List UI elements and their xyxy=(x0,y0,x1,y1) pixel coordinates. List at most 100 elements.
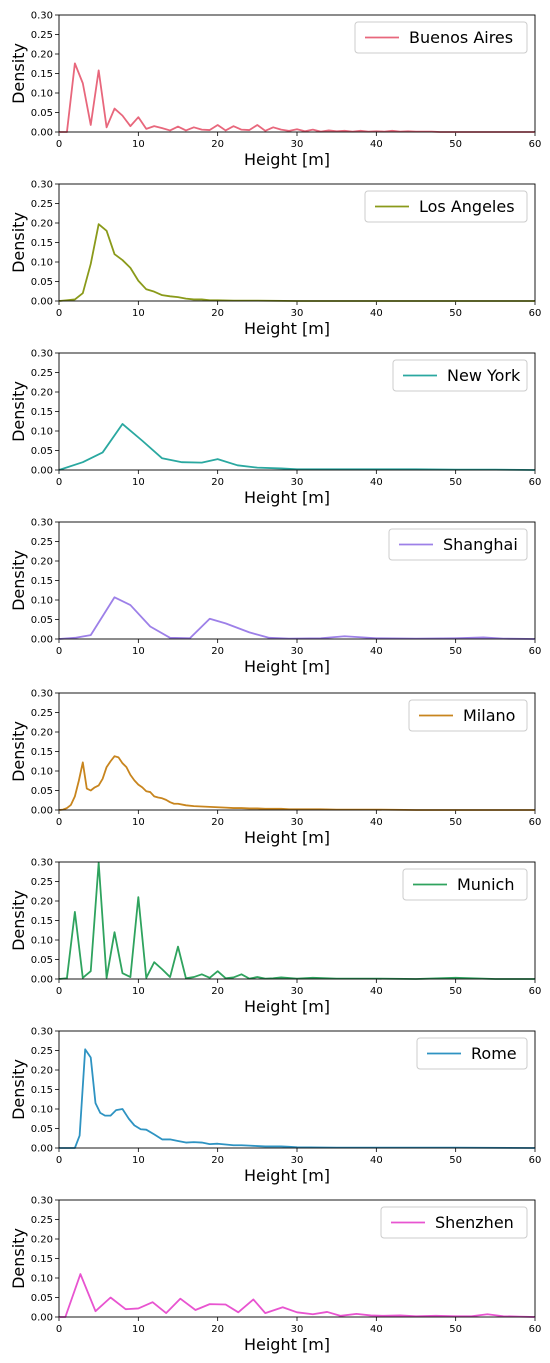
y-tick-label: 0.25 xyxy=(31,537,53,548)
legend-label: Rome xyxy=(471,1044,517,1063)
y-tick-label: 0.15 xyxy=(31,916,53,927)
y-tick-label: 0.00 xyxy=(31,128,53,139)
legend-label: Milano xyxy=(463,706,515,725)
x-tick-label: 0 xyxy=(56,1155,62,1166)
y-tick-label: 0.10 xyxy=(31,936,53,947)
x-tick-label: 20 xyxy=(211,646,224,657)
x-tick-label: 0 xyxy=(56,1324,62,1335)
plot-frame xyxy=(58,183,536,302)
y-tick-label: 0.00 xyxy=(31,466,53,477)
x-tick-label: 10 xyxy=(132,646,145,657)
x-tick-label: 0 xyxy=(56,139,62,150)
legend-label: Shenzhen xyxy=(435,1213,514,1232)
y-tick-label: 0.15 xyxy=(31,238,53,249)
x-tick-label: 50 xyxy=(449,1155,462,1166)
chart-panel: 0.00 0.05 0.10 0.15 0.20 0.25 0.30 0 10 20 30 40 50 6… xyxy=(9,518,541,677)
y-tick-label: 0.20 xyxy=(31,219,53,230)
y-tick-label: 0.25 xyxy=(31,368,53,379)
series-line xyxy=(58,423,536,471)
series-line xyxy=(58,223,535,302)
y-tick-label: 0.30 xyxy=(31,349,53,360)
y-tick-label: 0.25 xyxy=(31,877,53,888)
x-tick-label: 30 xyxy=(291,1324,304,1335)
y-tick-label: 0.15 xyxy=(31,407,53,418)
y-tick-label: 0.25 xyxy=(31,708,53,719)
y-tick-label: 0.20 xyxy=(31,50,53,61)
series-line xyxy=(58,755,535,811)
y-tick-label: 0.20 xyxy=(31,1235,53,1246)
y-tick-label: 0.15 xyxy=(31,69,53,80)
y-tick-label: 0.00 xyxy=(31,1144,53,1155)
legend: Shenzhen xyxy=(380,1206,528,1239)
x-tick-label: 0 xyxy=(56,646,62,657)
y-tick-label: 0.00 xyxy=(31,297,53,308)
y-tick-label: 0.20 xyxy=(31,388,53,399)
x-axis-label: Height [m] xyxy=(244,1166,330,1185)
y-tick-label: 0.05 xyxy=(31,1293,53,1304)
plot-frame xyxy=(58,1030,536,1149)
y-axis-label: Density xyxy=(9,43,28,104)
x-tick-label: 50 xyxy=(449,477,462,488)
legend: Los Angeles xyxy=(364,190,528,223)
y-axis-label: Density xyxy=(9,381,28,442)
x-tick-label: 60 xyxy=(529,477,542,488)
x-tick-label: 40 xyxy=(370,1324,383,1335)
chart-panel: 0.00 0.05 0.10 0.15 0.20 0.25 0.30 0 10 20 30 40 50 6… xyxy=(9,1196,541,1355)
y-tick-label: 0.15 xyxy=(31,1085,53,1096)
x-tick-label: 60 xyxy=(529,646,542,657)
y-axis-label: Density xyxy=(9,1059,28,1120)
x-tick-label: 20 xyxy=(211,986,224,997)
chart-panel: 0.00 0.05 0.10 0.15 0.20 0.25 0.30 0 10 20 30 40 50 6… xyxy=(9,689,541,848)
y-tick-label: 0.30 xyxy=(31,689,53,700)
plot-frame xyxy=(58,14,536,133)
y-axis-label: Density xyxy=(9,721,28,782)
x-tick-label: 50 xyxy=(449,139,462,150)
chart-panel: 0.00 0.05 0.10 0.15 0.20 0.25 0.30 0 10 20 30 40 50 6… xyxy=(9,349,541,508)
y-tick-label: 0.10 xyxy=(31,89,53,100)
y-tick-label: 0.30 xyxy=(31,11,53,22)
y-tick-label: 0.00 xyxy=(31,975,53,986)
y-axis-label: Density xyxy=(9,890,28,951)
x-tick-label: 50 xyxy=(449,986,462,997)
x-tick-label: 10 xyxy=(132,1155,145,1166)
x-axis-label: Height [m] xyxy=(244,488,330,507)
y-axis-label: Density xyxy=(9,1228,28,1289)
x-tick-label: 60 xyxy=(529,1324,542,1335)
y-tick-label: 0.05 xyxy=(31,277,53,288)
y-tick-label: 0.20 xyxy=(31,897,53,908)
x-tick-label: 10 xyxy=(132,1324,145,1335)
series-line xyxy=(58,861,535,980)
y-tick-label: 0.20 xyxy=(31,728,53,739)
plot-frame xyxy=(58,1199,536,1318)
x-tick-label: 30 xyxy=(291,139,304,150)
y-tick-label: 0.15 xyxy=(31,576,53,587)
x-axis-label: Height [m] xyxy=(244,1335,330,1354)
legend-box xyxy=(364,190,528,223)
x-tick-label: 30 xyxy=(291,986,304,997)
x-tick-label: 10 xyxy=(132,817,145,828)
legend: Buenos Aires xyxy=(354,21,528,54)
x-tick-label: 40 xyxy=(370,817,383,828)
legend-box xyxy=(392,359,528,392)
chart-panel: 0.00 0.05 0.10 0.15 0.20 0.25 0.30 0 10 20 30 40 50 6… xyxy=(9,11,541,170)
x-tick-label: 0 xyxy=(56,986,62,997)
x-tick-label: 30 xyxy=(291,646,304,657)
x-tick-label: 30 xyxy=(291,477,304,488)
y-tick-label: 0.15 xyxy=(31,1254,53,1265)
y-tick-label: 0.00 xyxy=(31,635,53,646)
legend-box xyxy=(408,699,528,732)
y-tick-label: 0.00 xyxy=(31,806,53,817)
y-tick-label: 0.25 xyxy=(31,1046,53,1057)
legend: Munich xyxy=(402,868,528,901)
x-tick-label: 40 xyxy=(370,1155,383,1166)
x-tick-label: 20 xyxy=(211,139,224,150)
y-tick-label: 0.10 xyxy=(31,1105,53,1116)
chart-panel: 0.00 0.05 0.10 0.15 0.20 0.25 0.30 0 10 20 30 40 50 6… xyxy=(9,1027,541,1186)
x-tick-label: 60 xyxy=(529,1155,542,1166)
x-axis-label: Height [m] xyxy=(244,657,330,676)
x-axis-label: Height [m] xyxy=(244,319,330,338)
x-tick-label: 40 xyxy=(370,646,383,657)
legend-label: Shanghai xyxy=(443,535,518,554)
x-axis-label: Height [m] xyxy=(244,828,330,847)
